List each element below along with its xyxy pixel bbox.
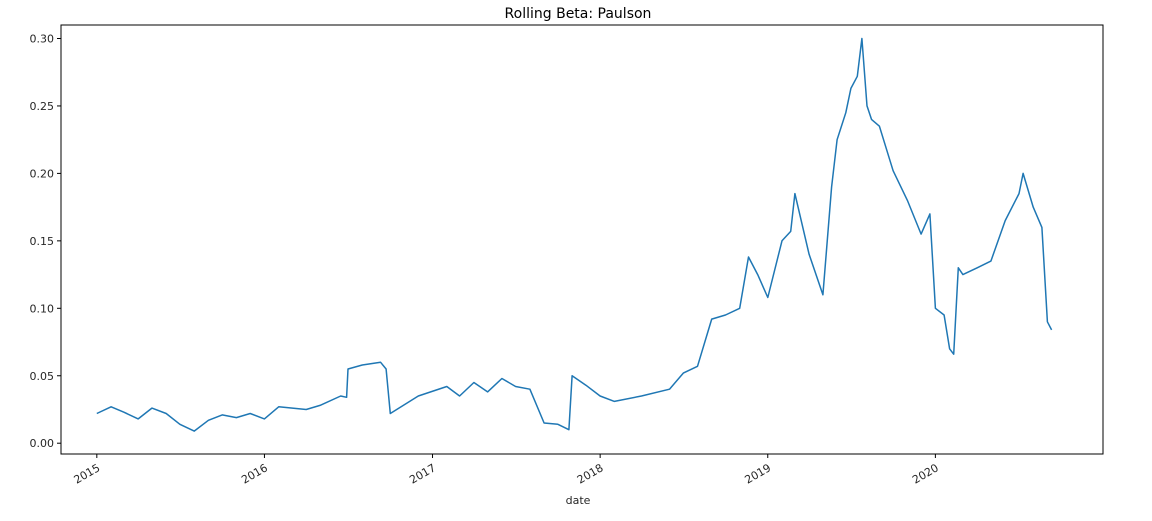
plot-frame [60,24,1104,455]
y-tick-label: 0.25 [30,100,55,113]
y-tick-label: 0.15 [30,235,55,248]
chart-title: Rolling Beta: Paulson [505,6,652,22]
x-tick-label: 2019 [743,461,774,486]
x-tick-label: 2015 [72,461,103,486]
x-tick-label: 2018 [575,461,606,486]
y-tick-label: 0.00 [30,437,55,450]
x-tick-label: 2020 [910,461,941,486]
y-tick-label: 0.30 [30,32,55,45]
y-tick-label: 0.05 [30,370,55,383]
y-tick-label: 0.10 [30,302,55,315]
series-line [96,37,1053,432]
plot-area: 0.000.050.100.150.200.250.30 2015 2016 201… [30,24,1104,487]
x-axis: 2015 2016 2017 2018 2019 2020 [72,454,941,487]
y-tick-label: 0.20 [30,167,55,180]
y-axis: 0.00 0.05 0.10 0.15 0.20 0.25 0.30 [30,32,61,450]
x-axis-label: date [566,494,591,507]
x-tick-label: 2017 [407,461,438,486]
x-tick-label: 2016 [239,461,270,486]
